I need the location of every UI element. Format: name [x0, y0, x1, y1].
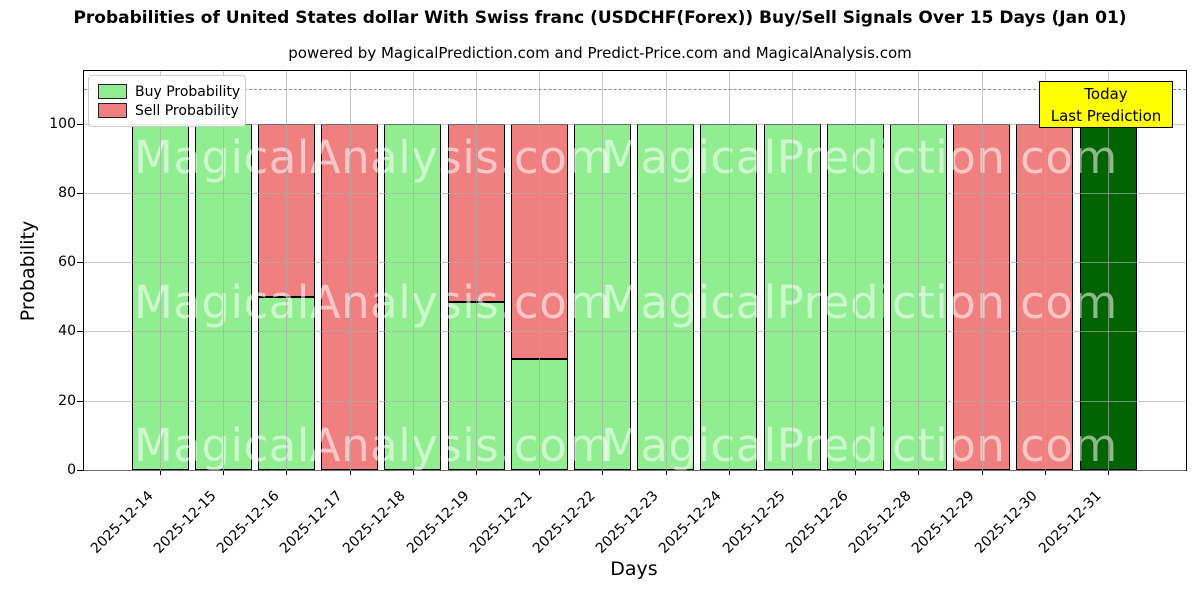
- x-tick-mark: [476, 470, 477, 475]
- x-tick-mark: [665, 470, 667, 475]
- gridline-vertical: [1108, 71, 1109, 470]
- y-tick-mark: [77, 400, 84, 402]
- gridline-vertical: [349, 71, 351, 470]
- gridline-vertical: [918, 71, 920, 470]
- x-tick-label: 2025-12-26: [782, 488, 852, 557]
- gridline-horizontal: [84, 262, 1186, 264]
- today-annotation: Today Last Prediction: [1039, 81, 1173, 128]
- y-tick-label: 0: [67, 462, 76, 478]
- x-tick-label: 2025-12-19: [403, 488, 473, 557]
- gridline-vertical: [1044, 71, 1046, 470]
- chart-subtitle: powered by MagicalPrediction.com and Pre…: [288, 44, 912, 62]
- watermark-text: MagicalPrediction.com: [601, 131, 1118, 184]
- gridline-horizontal: [84, 123, 1186, 125]
- today-annotation-line1: Today: [1084, 85, 1128, 103]
- gridline-vertical: [160, 71, 161, 470]
- gridline-horizontal: [84, 470, 1186, 471]
- x-tick-mark: [160, 470, 161, 475]
- x-tick-mark: [1108, 470, 1109, 475]
- gridline-vertical: [855, 71, 857, 470]
- y-tick-mark: [77, 331, 84, 333]
- x-tick-label: 2025-12-30: [972, 488, 1042, 557]
- watermark-text: MagicalAnalysis.com: [134, 276, 612, 329]
- y-tick-label: 80: [58, 184, 76, 201]
- y-tick-mark: [77, 262, 84, 264]
- y-axis-label: Probability: [17, 220, 39, 322]
- x-tick-label: 2025-12-16: [213, 488, 283, 557]
- x-tick-label: 2025-12-31: [1035, 488, 1105, 557]
- x-tick-label: 2025-12-14: [87, 488, 157, 557]
- gridline-vertical: [728, 71, 730, 470]
- x-tick-mark: [918, 470, 920, 475]
- gridline-vertical: [286, 71, 288, 470]
- x-tick-label: 2025-12-28: [845, 488, 915, 557]
- y-tick-mark: [77, 470, 84, 471]
- x-tick-label: 2025-12-21: [466, 488, 536, 557]
- watermark-text: MagicalAnalysis.com: [134, 419, 612, 472]
- x-tick-mark: [412, 470, 414, 475]
- watermark-text: MagicalAnalysis.com: [134, 131, 612, 184]
- gridline-vertical: [223, 71, 225, 470]
- legend-label-buy: Buy Probability: [135, 83, 241, 100]
- x-tick-mark: [855, 470, 857, 475]
- buy-color-swatch: [98, 84, 127, 99]
- x-tick-mark: [981, 470, 983, 475]
- x-tick-mark: [349, 470, 351, 475]
- x-tick-label: 2025-12-22: [529, 488, 599, 557]
- legend-item-buy: Buy Probability: [98, 82, 240, 101]
- x-tick-label: 2025-12-17: [277, 488, 346, 557]
- y-tick-mark: [77, 123, 84, 125]
- y-tick-label: 100: [49, 115, 76, 132]
- sell-color-swatch: [98, 103, 127, 118]
- chart-title: Probabilities of United States dollar Wi…: [73, 8, 1127, 28]
- x-tick-label: 2025-12-23: [593, 488, 662, 557]
- x-tick-label: 2025-12-24: [656, 488, 726, 557]
- x-axis-label: Days: [610, 558, 658, 580]
- gridline-vertical: [412, 71, 414, 470]
- gridline-vertical: [981, 71, 983, 470]
- watermark-text: MagicalPrediction.com: [601, 276, 1118, 329]
- x-tick-label: 2025-12-25: [719, 488, 789, 557]
- x-tick-mark: [792, 470, 793, 475]
- gridline-horizontal: [84, 331, 1186, 333]
- watermark-text: MagicalPrediction.com: [601, 419, 1118, 472]
- legend-label-sell: Sell Probability: [135, 102, 239, 119]
- gridline-vertical: [539, 71, 541, 470]
- x-tick-mark: [286, 470, 288, 475]
- x-tick-mark: [1044, 470, 1046, 475]
- y-tick-label: 40: [58, 323, 76, 340]
- legend-item-sell: Sell Probability: [98, 101, 239, 120]
- x-tick-label: 2025-12-29: [909, 488, 978, 557]
- x-tick-mark: [539, 470, 541, 475]
- x-tick-label: 2025-12-18: [340, 488, 410, 557]
- legend: Buy Probability Sell Probability: [88, 75, 246, 127]
- x-tick-mark: [223, 470, 225, 475]
- gridline-horizontal: [84, 192, 1186, 194]
- x-tick-label: 2025-12-15: [150, 488, 220, 557]
- gridline-horizontal: [84, 400, 1186, 402]
- x-tick-mark: [728, 470, 730, 475]
- y-tick-label: 60: [58, 254, 76, 271]
- gridline-vertical: [665, 71, 667, 470]
- gridline-vertical: [476, 71, 477, 470]
- x-tick-mark: [602, 470, 604, 475]
- y-tick-mark: [77, 192, 84, 194]
- gridline-vertical: [792, 71, 793, 470]
- dashed-threshold-line: [84, 89, 1186, 90]
- plot-area: 0 20 40 60 80 100 2025-12-14 2025-12-15 2025-12-…: [49, 70, 1187, 557]
- gridline-vertical: [602, 71, 604, 470]
- y-tick-label: 20: [58, 392, 76, 409]
- today-annotation-line2: Last Prediction: [1050, 107, 1162, 125]
